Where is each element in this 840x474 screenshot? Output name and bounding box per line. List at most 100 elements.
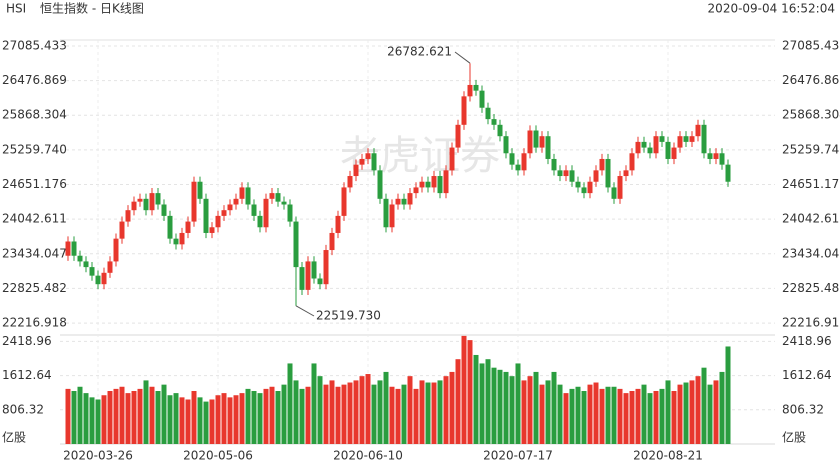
- volume-bar: [509, 376, 515, 444]
- candle-body: [635, 141, 641, 154]
- candle-body: [455, 124, 461, 148]
- volume-tick-label: 2418.96: [782, 334, 832, 348]
- volume-bar: [413, 388, 419, 444]
- candle-body: [215, 215, 221, 228]
- candle-body: [461, 96, 467, 125]
- volume-bar: [665, 380, 671, 444]
- candle-body: [533, 130, 539, 148]
- candle-body: [233, 198, 239, 205]
- candle-body: [95, 275, 101, 285]
- volume-bar: [635, 388, 641, 444]
- volume-bar: [239, 393, 245, 444]
- candle-body: [599, 158, 605, 171]
- volume-bar: [155, 391, 161, 444]
- volume-bar: [431, 382, 437, 444]
- volume-bar: [143, 380, 149, 444]
- volume-bar: [293, 380, 299, 444]
- candle-body: [371, 153, 377, 171]
- x-tick-label: 2020-08-21: [633, 449, 703, 463]
- volume-tick-label: 2418.96: [2, 334, 52, 348]
- candle-body: [659, 136, 665, 142]
- volume-bar: [365, 374, 371, 444]
- volume-bar: [179, 397, 185, 444]
- candle-body: [275, 193, 281, 202]
- volume-bar: [683, 382, 689, 444]
- volume-bar: [713, 380, 719, 444]
- volume-bar: [119, 386, 125, 444]
- candle-body: [257, 215, 263, 228]
- candle-body: [83, 261, 89, 268]
- watermark: 老虎证券: [340, 133, 500, 179]
- x-tick-label: 2020-05-06: [183, 449, 253, 463]
- volume-bar: [545, 380, 551, 444]
- volume-bar: [485, 359, 491, 444]
- volume-bar: [215, 395, 221, 444]
- volume-bar: [497, 369, 503, 444]
- y-tick-label: 24651.176: [2, 177, 67, 191]
- candle-body: [617, 176, 623, 199]
- low-annotation: 22519.730: [316, 309, 381, 323]
- candle-body: [119, 221, 125, 239]
- y-tick-label: 22216.918: [782, 316, 840, 330]
- candle-body: [131, 201, 137, 211]
- volume-bar: [173, 393, 179, 444]
- candle-body: [359, 158, 365, 165]
- volume-bar: [611, 386, 617, 444]
- candle-body: [323, 250, 329, 285]
- volume-bar: [581, 391, 587, 444]
- candle-body: [197, 181, 203, 199]
- volume-bar: [107, 391, 113, 444]
- y-tick-label: 26476.869: [2, 73, 67, 87]
- candle-body: [563, 170, 569, 177]
- candle-body: [341, 187, 347, 216]
- volume-bar: [287, 363, 293, 444]
- candle-body: [281, 201, 287, 205]
- candle-body: [221, 210, 227, 216]
- candle-body: [701, 124, 707, 154]
- volume-bar: [491, 367, 497, 444]
- volume-bar: [269, 386, 275, 444]
- candle-body: [593, 170, 599, 182]
- y-tick-label: 27085.433: [782, 38, 840, 52]
- y-tick-label: 24042.611: [2, 212, 67, 226]
- candle-body: [503, 136, 509, 154]
- candle-body: [707, 153, 713, 159]
- volume-bar: [167, 395, 173, 444]
- candle-body: [629, 153, 635, 171]
- volume-bar: [305, 386, 311, 444]
- volume-bar: [317, 376, 323, 444]
- volume-bar: [437, 380, 443, 444]
- volume-unit: 亿股: [2, 430, 26, 445]
- annotation-line: [295, 305, 315, 317]
- candle-body: [449, 147, 455, 171]
- candle-body: [383, 198, 389, 228]
- volume-bar: [371, 384, 377, 444]
- volume-bar: [557, 384, 563, 444]
- symbol: HSI: [6, 2, 26, 16]
- x-tick-label: 2020-06-10: [333, 449, 403, 463]
- volume-bar: [161, 384, 167, 444]
- chart-title: 恒生指数 - 日K线图: [40, 1, 144, 16]
- candle-body: [107, 261, 113, 273]
- candle-body: [665, 141, 671, 159]
- candle-body: [347, 176, 353, 188]
- candle-body: [689, 136, 695, 142]
- volume-tick-label: 806.32: [2, 402, 44, 416]
- volume-bar: [83, 393, 89, 444]
- volume-bar: [707, 384, 713, 444]
- volume-bar: [203, 401, 209, 444]
- candle-body: [575, 181, 581, 188]
- volume-unit: 亿股: [782, 430, 806, 445]
- volume-bar: [575, 386, 581, 444]
- candle-body: [695, 124, 701, 137]
- candle-body: [77, 255, 83, 262]
- candle-body: [527, 130, 533, 154]
- candle-body: [479, 90, 485, 108]
- volume-tick-label: 1612.64: [2, 368, 52, 382]
- volume-bar: [419, 380, 425, 444]
- candle-body: [125, 210, 131, 222]
- candle-body: [653, 136, 659, 154]
- candle-body: [671, 147, 677, 159]
- volume-bar: [137, 388, 143, 444]
